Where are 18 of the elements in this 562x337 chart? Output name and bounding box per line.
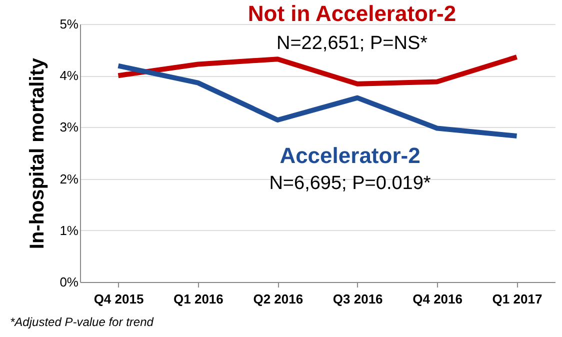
- x-tick-label: Q1 2017: [492, 292, 542, 306]
- series-label: Accelerator-2: [280, 143, 420, 168]
- x-tick-label: Q2 2016: [253, 292, 304, 306]
- y-tick-label: 4%: [60, 68, 79, 84]
- y-tick-label: 5%: [60, 16, 79, 32]
- x-tick-label: Q3 2016: [332, 292, 383, 306]
- y-tick-label: 3%: [60, 120, 79, 135]
- annotation: N=22,651; P=NS*: [276, 33, 428, 54]
- x-tick-label: Q4 2015: [94, 292, 144, 306]
- y-axis-title: In-hospital mortality: [26, 57, 49, 250]
- y-tick-label: 2%: [60, 171, 79, 186]
- x-tick-label: Q4 2016: [412, 292, 462, 306]
- y-tick-label: 1%: [60, 222, 79, 238]
- y-tick-label: 0%: [60, 274, 79, 290]
- series-label: Not in Accelerator-2: [248, 1, 456, 26]
- annotation: N=6,695; P=0.019*: [269, 173, 432, 194]
- text: *Adjusted P-value for trend: [10, 315, 154, 329]
- x-tick-label: Q1 2016: [174, 292, 224, 306]
